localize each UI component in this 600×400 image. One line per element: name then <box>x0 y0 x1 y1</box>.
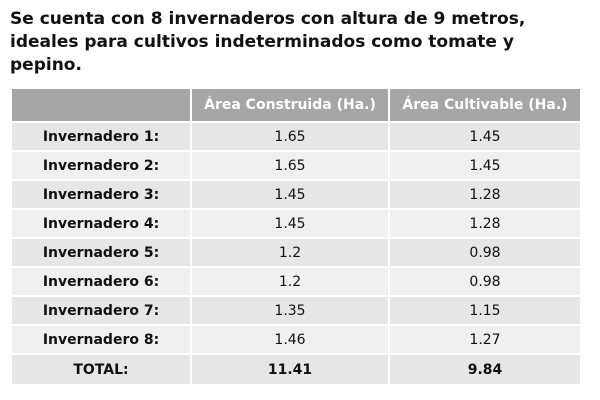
table-row: Invernadero 5: 1.2 0.98 <box>12 239 580 266</box>
table-row: Invernadero 4: 1.45 1.28 <box>12 210 580 237</box>
table-cell: 1.28 <box>390 181 580 208</box>
table-row: Invernadero 8: 1.46 1.27 <box>12 326 580 353</box>
data-table: Área Construida (Ha.) Área Cultivable (H… <box>10 87 582 386</box>
table-row: Invernadero 2: 1.65 1.45 <box>12 152 580 179</box>
table-row: Invernadero 3: 1.45 1.28 <box>12 181 580 208</box>
table-cell: 1.45 <box>390 152 580 179</box>
table-cell: 1.35 <box>192 297 388 324</box>
table-cell: 1.2 <box>192 239 388 266</box>
table-body: Invernadero 1: 1.65 1.45 Invernadero 2: 1.65… <box>12 123 580 384</box>
table-cell: Invernadero 5: <box>12 239 190 266</box>
table-row: Invernadero 6: 1.2 0.98 <box>12 268 580 295</box>
table-cell: 0.98 <box>390 268 580 295</box>
header-row: Área Construida (Ha.) Área Cultivable (H… <box>12 89 580 121</box>
table-row: TOTAL: 11.41 9.84 <box>12 355 580 384</box>
table-cell: Invernadero 4: <box>12 210 190 237</box>
table-cell: TOTAL: <box>12 355 190 384</box>
table-cell: 0.98 <box>390 239 580 266</box>
table-cell: Invernadero 3: <box>12 181 190 208</box>
table-cell: 1.2 <box>192 268 388 295</box>
table-cell: Invernadero 1: <box>12 123 190 150</box>
table-cell: Invernadero 2: <box>12 152 190 179</box>
table-cell: Invernadero 6: <box>12 268 190 295</box>
heading: Se cuenta con 8 invernaderos con altura … <box>10 9 526 75</box>
table-cell: 1.65 <box>192 152 388 179</box>
table-cell: 11.41 <box>192 355 388 384</box>
table-cell: 9.84 <box>390 355 580 384</box>
table-cell: 1.28 <box>390 210 580 237</box>
table-row: Invernadero 7: 1.35 1.15 <box>12 297 580 324</box>
header-cell <box>12 89 190 121</box>
table-cell: Invernadero 7: <box>12 297 190 324</box>
table-cell: Invernadero 8: <box>12 326 190 353</box>
header-cell: Área Construida (Ha.) <box>192 89 388 121</box>
table-cell: 1.45 <box>390 123 580 150</box>
table-cell: 1.45 <box>192 181 388 208</box>
header-cell: Área Cultivable (Ha.) <box>390 89 580 121</box>
table-cell: 1.27 <box>390 326 580 353</box>
table-cell: 1.15 <box>390 297 580 324</box>
table-cell: 1.46 <box>192 326 388 353</box>
table-row: Invernadero 1: 1.65 1.45 <box>12 123 580 150</box>
table-cell: 1.45 <box>192 210 388 237</box>
table-cell: 1.65 <box>192 123 388 150</box>
